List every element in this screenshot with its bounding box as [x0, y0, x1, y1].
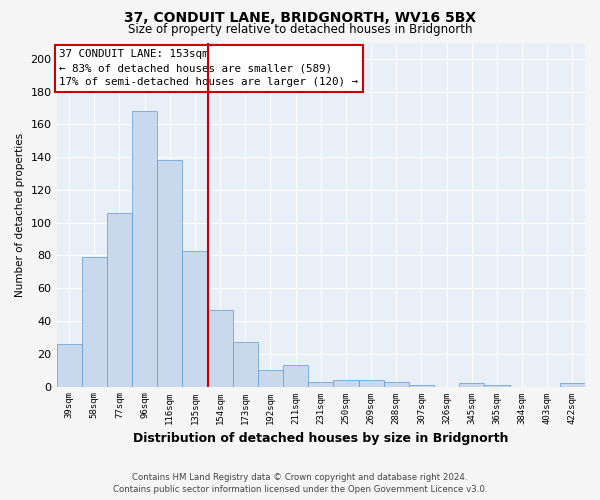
Bar	[359, 380, 383, 386]
Bar	[383, 382, 409, 386]
Bar	[283, 366, 308, 386]
Bar	[409, 385, 434, 386]
Bar	[157, 160, 182, 386]
Bar	[132, 112, 157, 386]
Bar	[82, 257, 107, 386]
Bar	[484, 385, 509, 386]
Bar	[308, 382, 334, 386]
Text: 37 CONDUIT LANE: 153sqm
← 83% of detached houses are smaller (589)
17% of semi-d: 37 CONDUIT LANE: 153sqm ← 83% of detache…	[59, 50, 358, 88]
X-axis label: Distribution of detached houses by size in Bridgnorth: Distribution of detached houses by size …	[133, 432, 509, 445]
Bar	[56, 344, 82, 387]
Bar	[208, 310, 233, 386]
Bar	[107, 213, 132, 386]
Bar	[258, 370, 283, 386]
Bar	[560, 384, 585, 386]
Text: 37, CONDUIT LANE, BRIDGNORTH, WV16 5BX: 37, CONDUIT LANE, BRIDGNORTH, WV16 5BX	[124, 12, 476, 26]
Bar	[459, 384, 484, 386]
Bar	[182, 250, 208, 386]
Bar	[233, 342, 258, 386]
Y-axis label: Number of detached properties: Number of detached properties	[15, 132, 25, 296]
Bar	[334, 380, 359, 386]
Text: Size of property relative to detached houses in Bridgnorth: Size of property relative to detached ho…	[128, 22, 472, 36]
Text: Contains HM Land Registry data © Crown copyright and database right 2024.
Contai: Contains HM Land Registry data © Crown c…	[113, 472, 487, 494]
